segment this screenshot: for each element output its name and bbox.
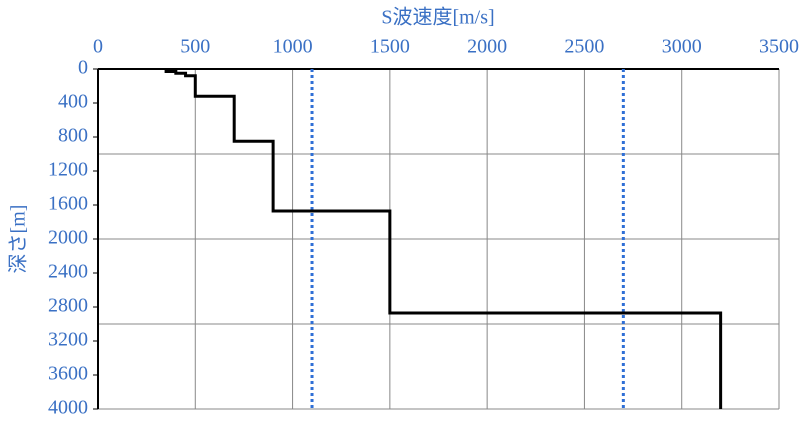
y-tick-label: 0	[78, 57, 88, 79]
y-tick-label: 2000	[48, 227, 88, 249]
y-tick-label: 2400	[48, 261, 88, 283]
y-tick-label: 3600	[48, 363, 88, 385]
x-tick-label: 1000	[273, 36, 313, 58]
x-tick-label: 3000	[662, 36, 702, 58]
x-axis-title: S波速度[m/s]	[381, 6, 494, 29]
data-line	[164, 69, 723, 409]
y-axis-title: 深さ[m]	[7, 205, 30, 274]
x-tick-label: 0	[93, 36, 103, 58]
y-tick-label: 2800	[48, 295, 88, 317]
y-tick-label: 800	[58, 125, 88, 147]
y-tick-label: 3200	[48, 329, 88, 351]
x-tick-label: 500	[180, 36, 210, 58]
x-tick-label: 3500	[759, 36, 799, 58]
x-tick-label: 1500	[370, 36, 410, 58]
x-tick-label: 2500	[564, 36, 604, 58]
y-tick-label: 1200	[48, 159, 88, 181]
y-tick-label: 4000	[48, 397, 88, 419]
y-tick-label: 1600	[48, 193, 88, 215]
y-tick-label: 400	[58, 91, 88, 113]
x-tick-label: 2000	[467, 36, 507, 58]
